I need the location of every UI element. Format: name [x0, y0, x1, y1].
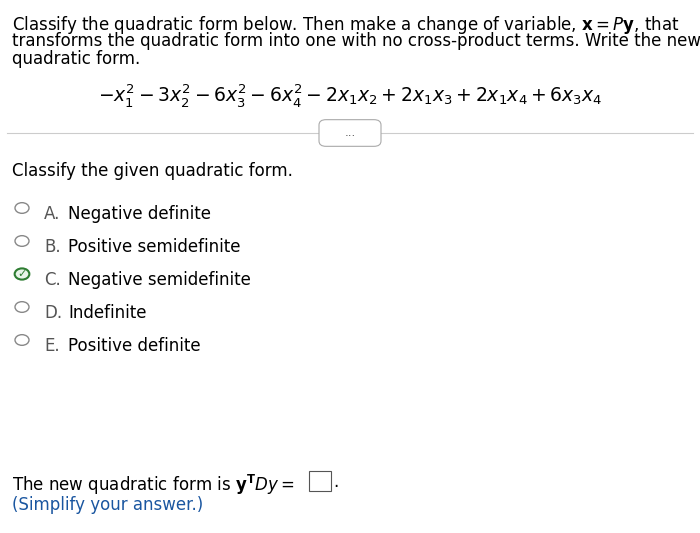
Text: .: . — [333, 473, 338, 491]
Circle shape — [15, 335, 29, 345]
Circle shape — [15, 269, 29, 280]
Text: Positive definite: Positive definite — [68, 337, 201, 355]
Text: A.: A. — [44, 205, 60, 223]
Text: B.: B. — [44, 238, 61, 256]
Text: D.: D. — [44, 304, 62, 322]
Text: C.: C. — [44, 271, 61, 289]
Text: ✓: ✓ — [18, 269, 27, 279]
Text: $-x_1^2 - 3x_2^2 - 6x_3^2 - 6x_4^2 - 2x_1x_2 + 2x_1x_3 + 2x_1x_4 + 6x_3x_4$: $-x_1^2 - 3x_2^2 - 6x_3^2 - 6x_4^2 - 2x_… — [98, 82, 602, 109]
Text: Negative definite: Negative definite — [68, 205, 211, 223]
Text: Classify the quadratic form below. Then make a change of variable, $\mathbf{x} =: Classify the quadratic form below. Then … — [12, 14, 680, 36]
Text: Positive semidefinite: Positive semidefinite — [68, 238, 241, 256]
FancyBboxPatch shape — [319, 120, 381, 147]
Circle shape — [15, 203, 29, 213]
Text: (Simplify your answer.): (Simplify your answer.) — [12, 496, 203, 514]
Text: Classify the given quadratic form.: Classify the given quadratic form. — [12, 162, 293, 180]
Text: Negative semidefinite: Negative semidefinite — [68, 271, 251, 289]
Text: transforms the quadratic form into one with no cross-product terms. Write the ne: transforms the quadratic form into one w… — [12, 32, 700, 50]
Text: ...: ... — [344, 126, 356, 140]
Circle shape — [15, 302, 29, 312]
Text: quadratic form.: quadratic form. — [12, 50, 140, 68]
Circle shape — [15, 236, 29, 246]
Text: Indefinite: Indefinite — [68, 304, 146, 322]
FancyBboxPatch shape — [309, 471, 331, 491]
Text: The new quadratic form is $\mathbf{y}^\mathbf{T}Dy = $: The new quadratic form is $\mathbf{y}^\m… — [12, 473, 295, 497]
Text: E.: E. — [44, 337, 60, 355]
